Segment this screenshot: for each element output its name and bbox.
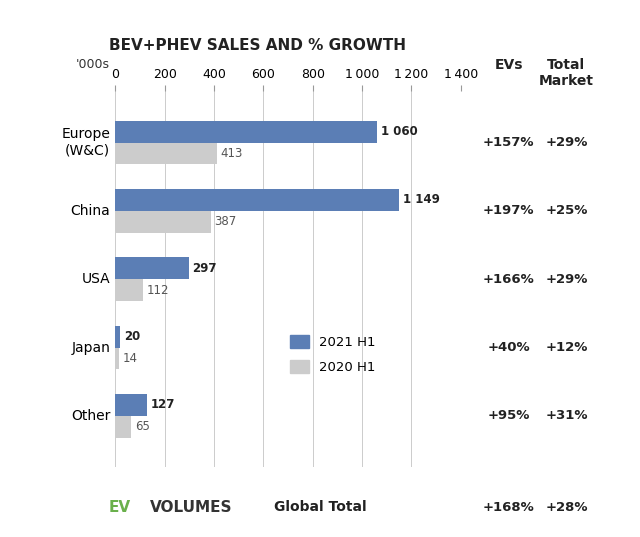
Text: +29%: +29%: [545, 136, 588, 149]
Text: +31%: +31%: [545, 409, 588, 423]
Bar: [115, 257, 189, 279]
Text: 127: 127: [150, 398, 175, 411]
Text: +157%: +157%: [483, 136, 534, 149]
Legend: 2021 H1, 2020 H1: 2021 H1, 2020 H1: [285, 330, 381, 379]
Text: 413: 413: [221, 147, 243, 160]
Text: +12%: +12%: [545, 341, 588, 354]
Text: +25%: +25%: [545, 205, 588, 217]
Text: +197%: +197%: [483, 205, 534, 217]
Text: +168%: +168%: [483, 501, 534, 514]
Text: 387: 387: [214, 215, 237, 228]
Text: +28%: +28%: [545, 501, 588, 514]
Text: 20: 20: [124, 330, 140, 343]
Text: +29%: +29%: [545, 273, 588, 286]
Text: BEV+PHEV SALES AND % GROWTH: BEV+PHEV SALES AND % GROWTH: [109, 38, 406, 53]
Text: 65: 65: [135, 420, 150, 433]
Text: EV: EV: [109, 500, 131, 515]
Text: Total: Total: [547, 59, 586, 72]
Bar: [115, 279, 143, 301]
Bar: [115, 142, 217, 164]
Text: Global Total: Global Total: [274, 500, 366, 514]
Bar: [115, 211, 211, 233]
Text: 14: 14: [122, 352, 138, 365]
Bar: [115, 326, 120, 347]
Text: EVs: EVs: [495, 59, 523, 72]
Text: 1 060: 1 060: [381, 125, 417, 138]
Bar: [115, 394, 147, 416]
Text: +166%: +166%: [483, 273, 534, 286]
Text: +40%: +40%: [488, 341, 530, 354]
Text: 297: 297: [192, 262, 217, 275]
Text: VOLUMES: VOLUMES: [150, 500, 233, 515]
Bar: [115, 121, 377, 142]
Bar: [115, 416, 131, 438]
Text: Market: Market: [539, 74, 594, 88]
Text: 112: 112: [147, 284, 169, 296]
Text: '000s: '000s: [76, 57, 109, 71]
Text: 1 149: 1 149: [403, 193, 440, 206]
Text: +95%: +95%: [488, 409, 530, 423]
Bar: [115, 189, 399, 211]
Bar: [115, 347, 118, 369]
